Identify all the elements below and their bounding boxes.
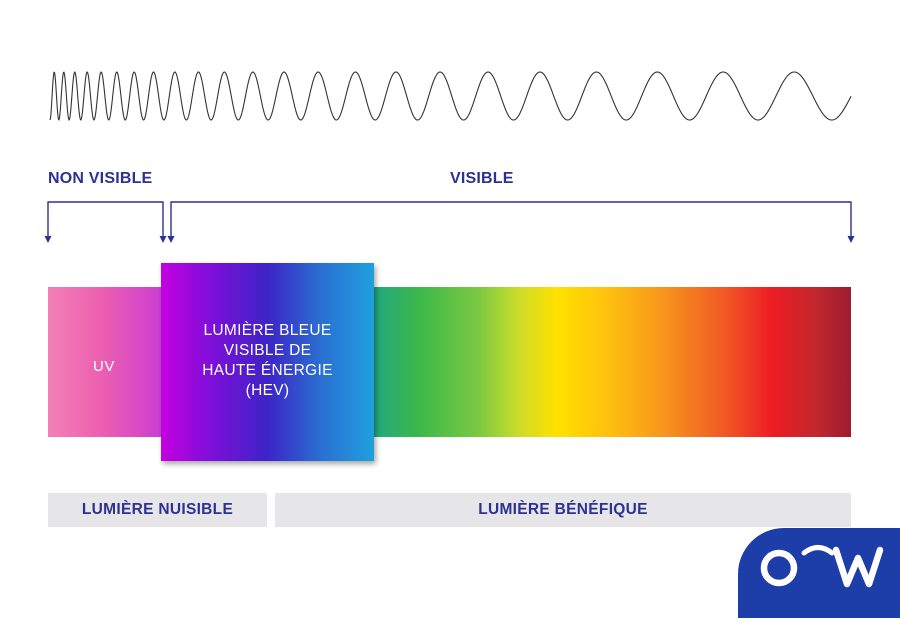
wavelength-wave bbox=[49, 71, 852, 122]
non-visible-bracket bbox=[47, 201, 164, 239]
arrow-down-icon bbox=[847, 236, 855, 243]
brand-logo bbox=[738, 528, 900, 618]
hev-blue-light-box: LUMIÈRE BLEUE VISIBLE DE HAUTE ÉNERGIE (… bbox=[161, 263, 374, 461]
arrow-down-icon bbox=[44, 236, 52, 243]
wavelength-wave-line bbox=[49, 71, 852, 122]
non-visible-heading: NON VISIBLE bbox=[48, 170, 153, 187]
uv-label: UV bbox=[93, 358, 115, 375]
visible-spectrum-band bbox=[360, 287, 851, 437]
visible-bracket bbox=[170, 201, 852, 239]
arrow-down-icon bbox=[159, 236, 167, 243]
hev-label: LUMIÈRE BLEUE VISIBLE DE HAUTE ÉNERGIE (… bbox=[202, 322, 333, 399]
harmful-light-label: LUMIÈRE NUISIBLE bbox=[48, 493, 267, 527]
ocw-logo-icon bbox=[760, 545, 884, 588]
uv-band bbox=[48, 287, 168, 437]
beneficial-light-label: LUMIÈRE BÉNÉFIQUE bbox=[275, 493, 851, 527]
range-brackets bbox=[44, 201, 855, 243]
arrow-down-icon bbox=[167, 236, 175, 243]
visible-heading: VISIBLE bbox=[450, 170, 514, 187]
